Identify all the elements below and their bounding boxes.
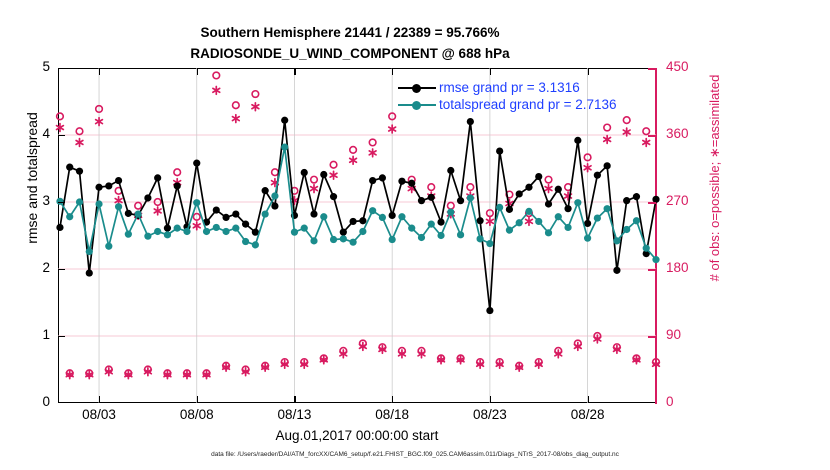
title-line-1: Southern Hemisphere 21441 / 22389 = 95.7… <box>200 25 500 40</box>
right-tick-label-90: 90 <box>666 327 682 342</box>
x-tick-mark-top-2 <box>294 68 296 75</box>
x-tick-label-08-23: 08/23 <box>472 407 507 422</box>
x-tick-label-08-08: 08/08 <box>179 407 214 422</box>
data-file-caption: data file: /Users/raeder/DAI/ATM_forcXX/… <box>211 451 619 458</box>
x-tick-mark-1 <box>196 396 199 403</box>
legend-marker-rmse <box>412 84 421 93</box>
right-tick-label-450: 450 <box>666 59 689 74</box>
series-0 <box>56 116 660 315</box>
x-tick-mark-3 <box>392 396 394 403</box>
left-tick-label-4: 4 <box>42 126 50 141</box>
left-tick-label-0: 0 <box>42 394 50 409</box>
title-line-2: RADIOSONDE_U_WIND_COMPONENT @ 688 hPa <box>190 46 510 61</box>
left-tick-mark-2 <box>58 269 65 271</box>
x-tick-mark-5 <box>587 396 589 403</box>
legend-item-totalspread: totalspread grand pr = 2.7136 <box>398 96 617 113</box>
right-tick-mark-90 <box>648 336 656 338</box>
right-tick-mark-270 <box>648 202 656 204</box>
x-tick-label-08-13: 08/13 <box>277 407 312 422</box>
left-tick-label-1: 1 <box>42 327 50 342</box>
x-tick-mark-2 <box>294 396 296 403</box>
x-tick-mark-0 <box>99 396 101 403</box>
left-tick-mark-4 <box>58 135 65 137</box>
chart-title: Southern Hemisphere 21441 / 22389 = 95.7… <box>0 22 700 64</box>
left-tick-mark-1 <box>58 336 65 338</box>
x-tick-mark-top-0 <box>99 68 101 75</box>
series-1 <box>56 143 660 264</box>
left-tick-label-5: 5 <box>42 59 50 74</box>
left-tick-label-2: 2 <box>42 260 50 275</box>
left-tick-label-3: 3 <box>42 193 50 208</box>
right-tick-label-180: 180 <box>666 260 689 275</box>
left-axis-label: rmse and totalspread <box>24 112 40 244</box>
legend-line-totalspread <box>398 101 436 110</box>
right-tick-mark-360 <box>648 135 656 137</box>
right-tick-label-0: 0 <box>666 394 674 409</box>
x-tick-label-08-03: 08/03 <box>82 407 116 422</box>
chart-legend: rmse grand pr = 3.1316 totalspread grand… <box>398 79 617 113</box>
right-tick-label-270: 270 <box>666 193 689 208</box>
legend-label-rmse: rmse grand pr = 3.1316 <box>439 80 580 95</box>
right-tick-mark-450 <box>648 68 656 70</box>
left-tick-mark-3 <box>58 202 65 204</box>
plot-frame <box>58 68 656 403</box>
x-tick-label-08-18: 08/18 <box>375 407 410 422</box>
legend-item-rmse: rmse grand pr = 3.1316 <box>398 79 617 96</box>
right-tick-mark-180 <box>648 269 656 271</box>
right-tick-label-360: 360 <box>666 126 689 141</box>
x-tick-mark-top-3 <box>392 68 394 75</box>
x-tick-mark-top-1 <box>196 68 199 75</box>
legend-label-totalspread: totalspread grand pr = 2.7136 <box>439 97 617 112</box>
right-axis-label: # of obs: o=possible; ∗=assimilated <box>707 74 722 282</box>
plot-canvas <box>55 68 661 403</box>
x-tick-mark-4 <box>489 396 492 403</box>
x-tick-label-08-28: 08/28 <box>570 407 605 422</box>
legend-line-rmse <box>398 84 436 93</box>
x-tick-mark-top-5 <box>587 68 589 75</box>
legend-marker-totalspread <box>412 101 421 110</box>
x-tick-mark-top-4 <box>489 68 492 75</box>
left-tick-mark-5 <box>58 68 65 70</box>
series-layer <box>55 71 661 380</box>
right-axis-line <box>655 68 657 404</box>
x-axis-label: Aug.01,2017 00:00:00 start <box>275 428 439 443</box>
